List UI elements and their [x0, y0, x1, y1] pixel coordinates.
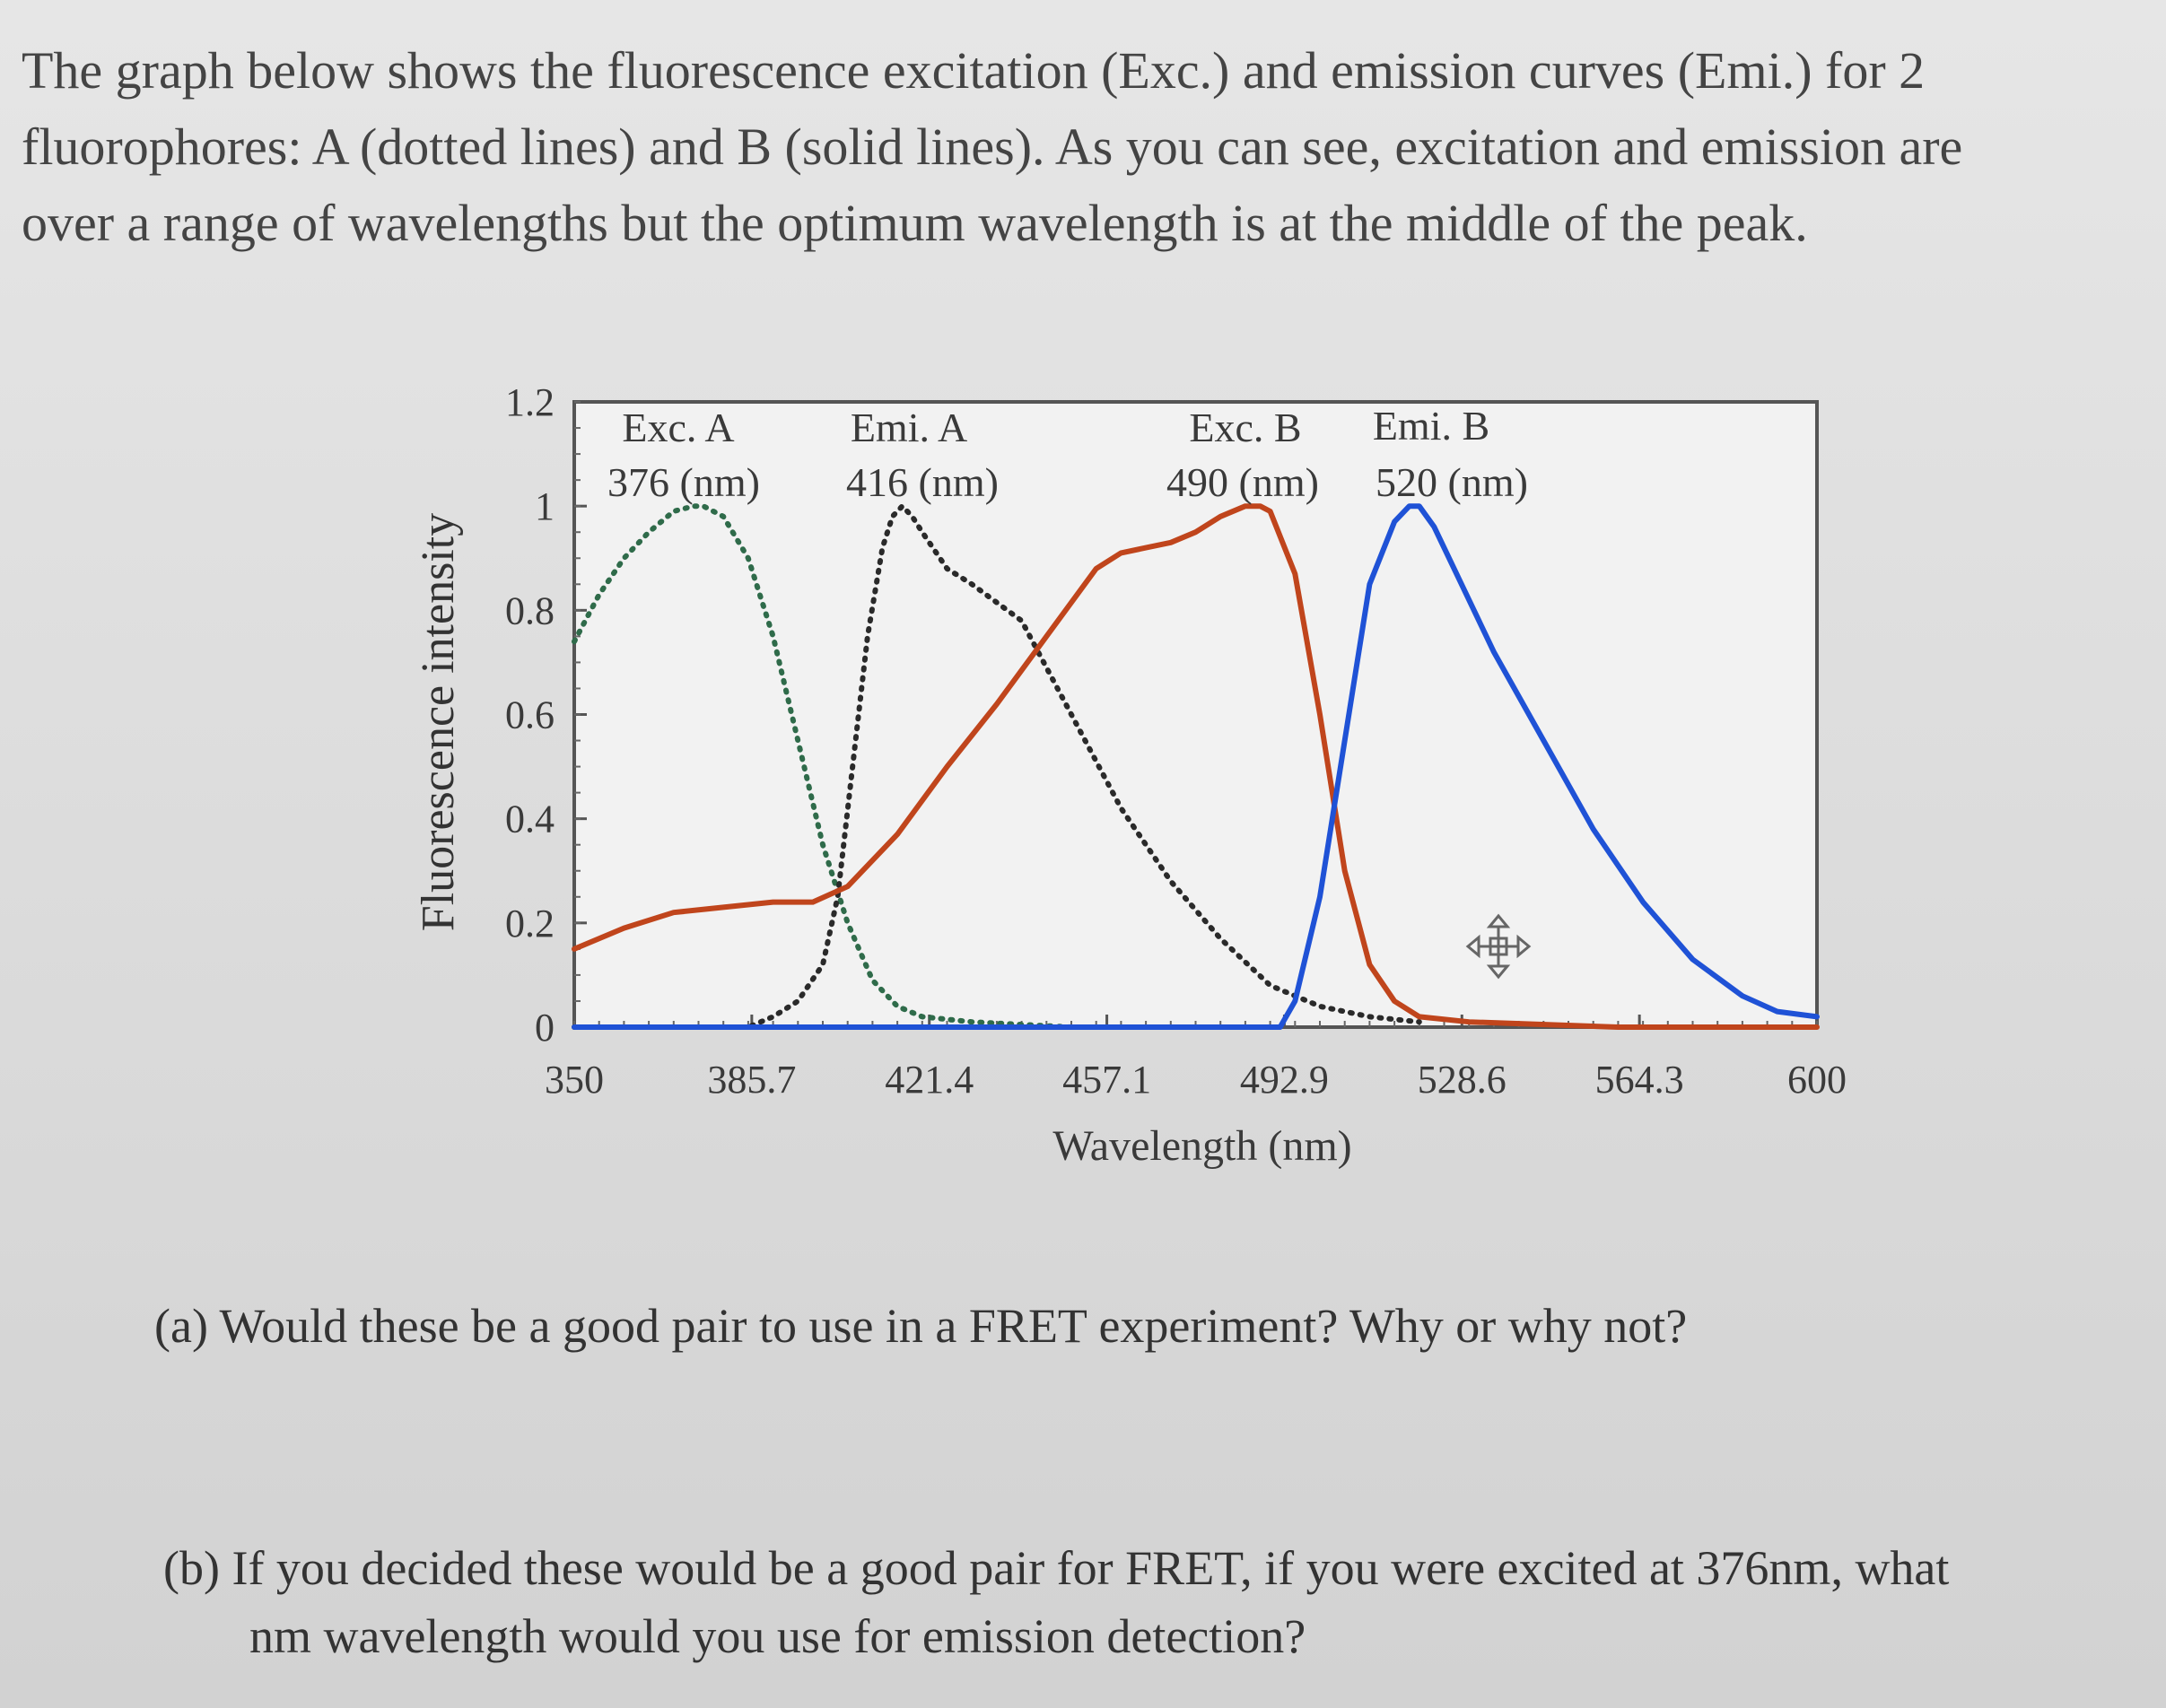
- y-tick-label: 0.8: [505, 588, 555, 632]
- annotation-emi-a: Emi. A 416 (nm): [846, 405, 999, 505]
- x-tick-label: 457.1: [1062, 1058, 1151, 1102]
- annotation-exc-a: Exc. A 376 (nm): [607, 405, 760, 505]
- y-tick-label: 1.2: [505, 380, 555, 424]
- annotation-exc-b: Exc. B 490 (nm): [1166, 405, 1319, 505]
- x-axis-label: Wavelength (nm): [1052, 1122, 1351, 1170]
- y-tick-label: 0: [535, 1006, 555, 1050]
- x-tick-label: 528.6: [1418, 1058, 1507, 1102]
- annotation-exc-a-name: Exc. A: [622, 405, 734, 450]
- annotation-emi-b-value: 520 (nm): [1376, 459, 1528, 505]
- annotation-exc-a-value: 376 (nm): [607, 459, 760, 505]
- x-tick-label: 600: [1787, 1058, 1847, 1102]
- question-b-line-2: nm wavelength would you use for emission…: [249, 1609, 1306, 1663]
- y-tick-label: 1: [535, 484, 555, 528]
- annotation-exc-b-name: Exc. B: [1189, 405, 1301, 450]
- annotation-exc-b-value: 490 (nm): [1166, 459, 1319, 505]
- question-b: (b) If you decided these would be a good…: [163, 1534, 1949, 1670]
- x-tick-label: 492.9: [1240, 1058, 1329, 1102]
- x-tick-label: 385.7: [707, 1058, 796, 1102]
- question-b-line-1: (b) If you decided these would be a good…: [163, 1541, 1950, 1595]
- intro-line-1: The graph below shows the fluorescence e…: [22, 41, 1926, 100]
- move-cursor-icon: [1465, 913, 1532, 980]
- fluorescence-chart: Fluorescence intensity Wavelength (nm) 3…: [413, 380, 1847, 1170]
- y-axis-label: Fluorescence intensity: [413, 513, 464, 931]
- intro-line-3: over a range of wavelengths but the opti…: [22, 194, 1808, 252]
- y-tick-label: 0.4: [505, 797, 555, 841]
- intro-paragraph: The graph below shows the fluorescence e…: [22, 32, 2148, 261]
- x-tick-label: 421.4: [885, 1058, 974, 1102]
- annotation-emi-a-value: 416 (nm): [846, 459, 999, 505]
- x-tick-label: 564.3: [1595, 1058, 1684, 1102]
- axis-ticks: 350 385.7 421.4 457.1 492.9 528.6 564.3 600 0 0.2…: [505, 380, 1847, 1102]
- annotation-emi-b-name: Emi. B: [1373, 403, 1489, 449]
- intro-line-2: fluorophores: A (dotted lines) and B (so…: [22, 118, 1963, 176]
- annotation-emi-a-name: Emi. A: [851, 405, 967, 450]
- plot-frame: [572, 400, 1819, 1029]
- question-a: (a) Would these be a good pair to use in…: [154, 1299, 1688, 1353]
- x-tick-label: 350: [545, 1058, 604, 1102]
- annotation-emi-b: Emi. B 520 (nm): [1373, 403, 1528, 505]
- series-layer: [572, 503, 1820, 1030]
- y-tick-label: 0.6: [505, 693, 555, 737]
- y-tick-label: 0.2: [505, 902, 555, 946]
